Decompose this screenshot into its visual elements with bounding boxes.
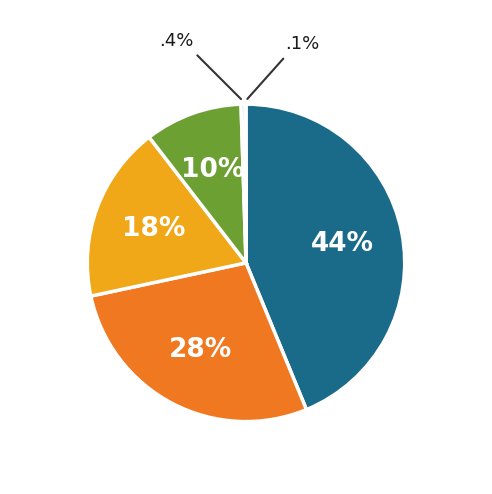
Text: 28%: 28% [169, 337, 232, 363]
Text: .1%: .1% [285, 35, 320, 53]
Text: 44%: 44% [311, 231, 374, 257]
Text: .4%: .4% [159, 32, 193, 50]
Wedge shape [241, 104, 246, 263]
Wedge shape [87, 137, 246, 296]
Wedge shape [246, 104, 405, 410]
Wedge shape [91, 263, 307, 421]
Wedge shape [149, 104, 246, 263]
Text: 18%: 18% [122, 216, 185, 242]
Wedge shape [245, 104, 246, 263]
Text: 10%: 10% [181, 157, 245, 183]
